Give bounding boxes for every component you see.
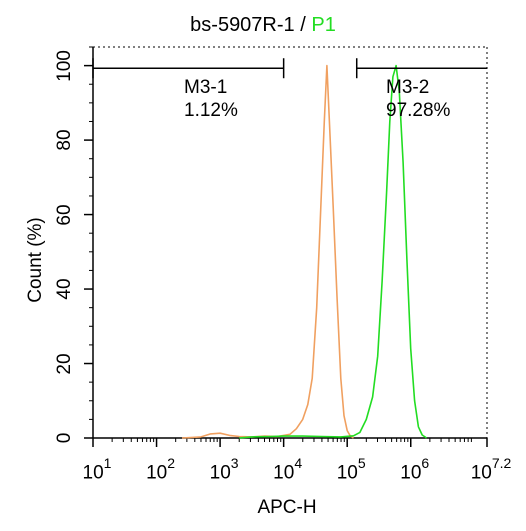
gate-label-2: M3-2 97.28% <box>386 76 450 122</box>
x-tick-label-3: 103 <box>209 455 239 484</box>
gate-name: M3-1 <box>184 77 228 98</box>
y-axis-label: Count (%) <box>25 217 46 303</box>
y-tick-label-0: 0 <box>54 432 75 444</box>
histogram-series-1 <box>181 64 354 439</box>
y-tick-label-80: 80 <box>54 129 75 151</box>
y-tick-label-40: 40 <box>54 278 75 300</box>
title-sample: bs-5907R-1 <box>190 14 295 36</box>
x-tick-label-1: 101 <box>82 455 112 484</box>
title-gate: P1 <box>311 14 336 36</box>
y-tick-label-20: 20 <box>54 352 75 375</box>
gate-percent: 97.28% <box>386 100 451 121</box>
y-tick-label-100: 100 <box>54 49 75 82</box>
x-tick-label-6: 106 <box>400 455 430 484</box>
gate-label-1: M3-1 1.12% <box>184 76 238 122</box>
x-tick-label-2: 102 <box>146 455 176 484</box>
title-separator: / <box>300 14 306 36</box>
chart-title: bs-5907R-1 / P1 <box>0 14 526 37</box>
gate-name: M3-2 <box>386 77 430 98</box>
x-tick-label-5: 105 <box>336 455 366 484</box>
y-tick-label-60: 60 <box>54 203 75 226</box>
x-tick-label-4: 104 <box>273 455 303 484</box>
x-axis-label: APC-H <box>257 497 317 518</box>
x-tick-label-7.2: 107.2 <box>470 455 512 484</box>
gate-percent: 1.12% <box>184 100 238 121</box>
histogram-series-2 <box>239 64 428 439</box>
